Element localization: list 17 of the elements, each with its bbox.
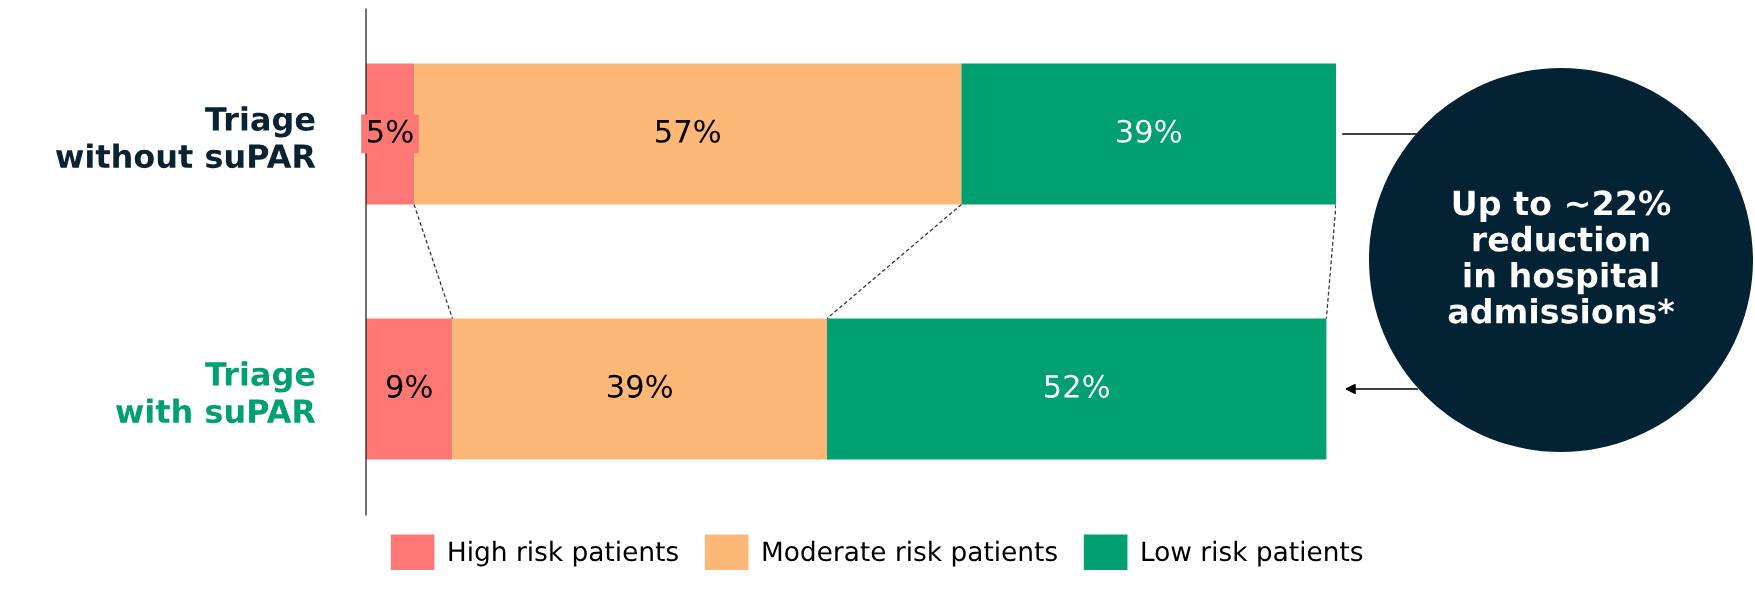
data-label: 39% — [1117, 119, 1181, 143]
data-label: 57% — [656, 119, 720, 143]
data-label: 5% — [368, 119, 413, 143]
legend-label: High risk patients — [449, 540, 678, 567]
bar — [414, 63, 962, 205]
legend-label: Low risk patients — [1142, 540, 1363, 567]
y-tick-label: Triage with suPAR — [115, 361, 316, 424]
bar — [961, 63, 1336, 205]
y-tick-label: Triage without suPAR — [56, 106, 316, 169]
bar — [826, 318, 1327, 460]
data-label: 9% — [386, 374, 432, 398]
legend-label: Moderate risk patients — [763, 540, 1057, 567]
bar — [366, 318, 453, 460]
data-label: 39% — [608, 374, 672, 398]
text: Up to ~22% reduction in hospital admissions* — [1448, 190, 1675, 324]
data-label: 52% — [1045, 374, 1109, 398]
bar — [452, 318, 827, 460]
